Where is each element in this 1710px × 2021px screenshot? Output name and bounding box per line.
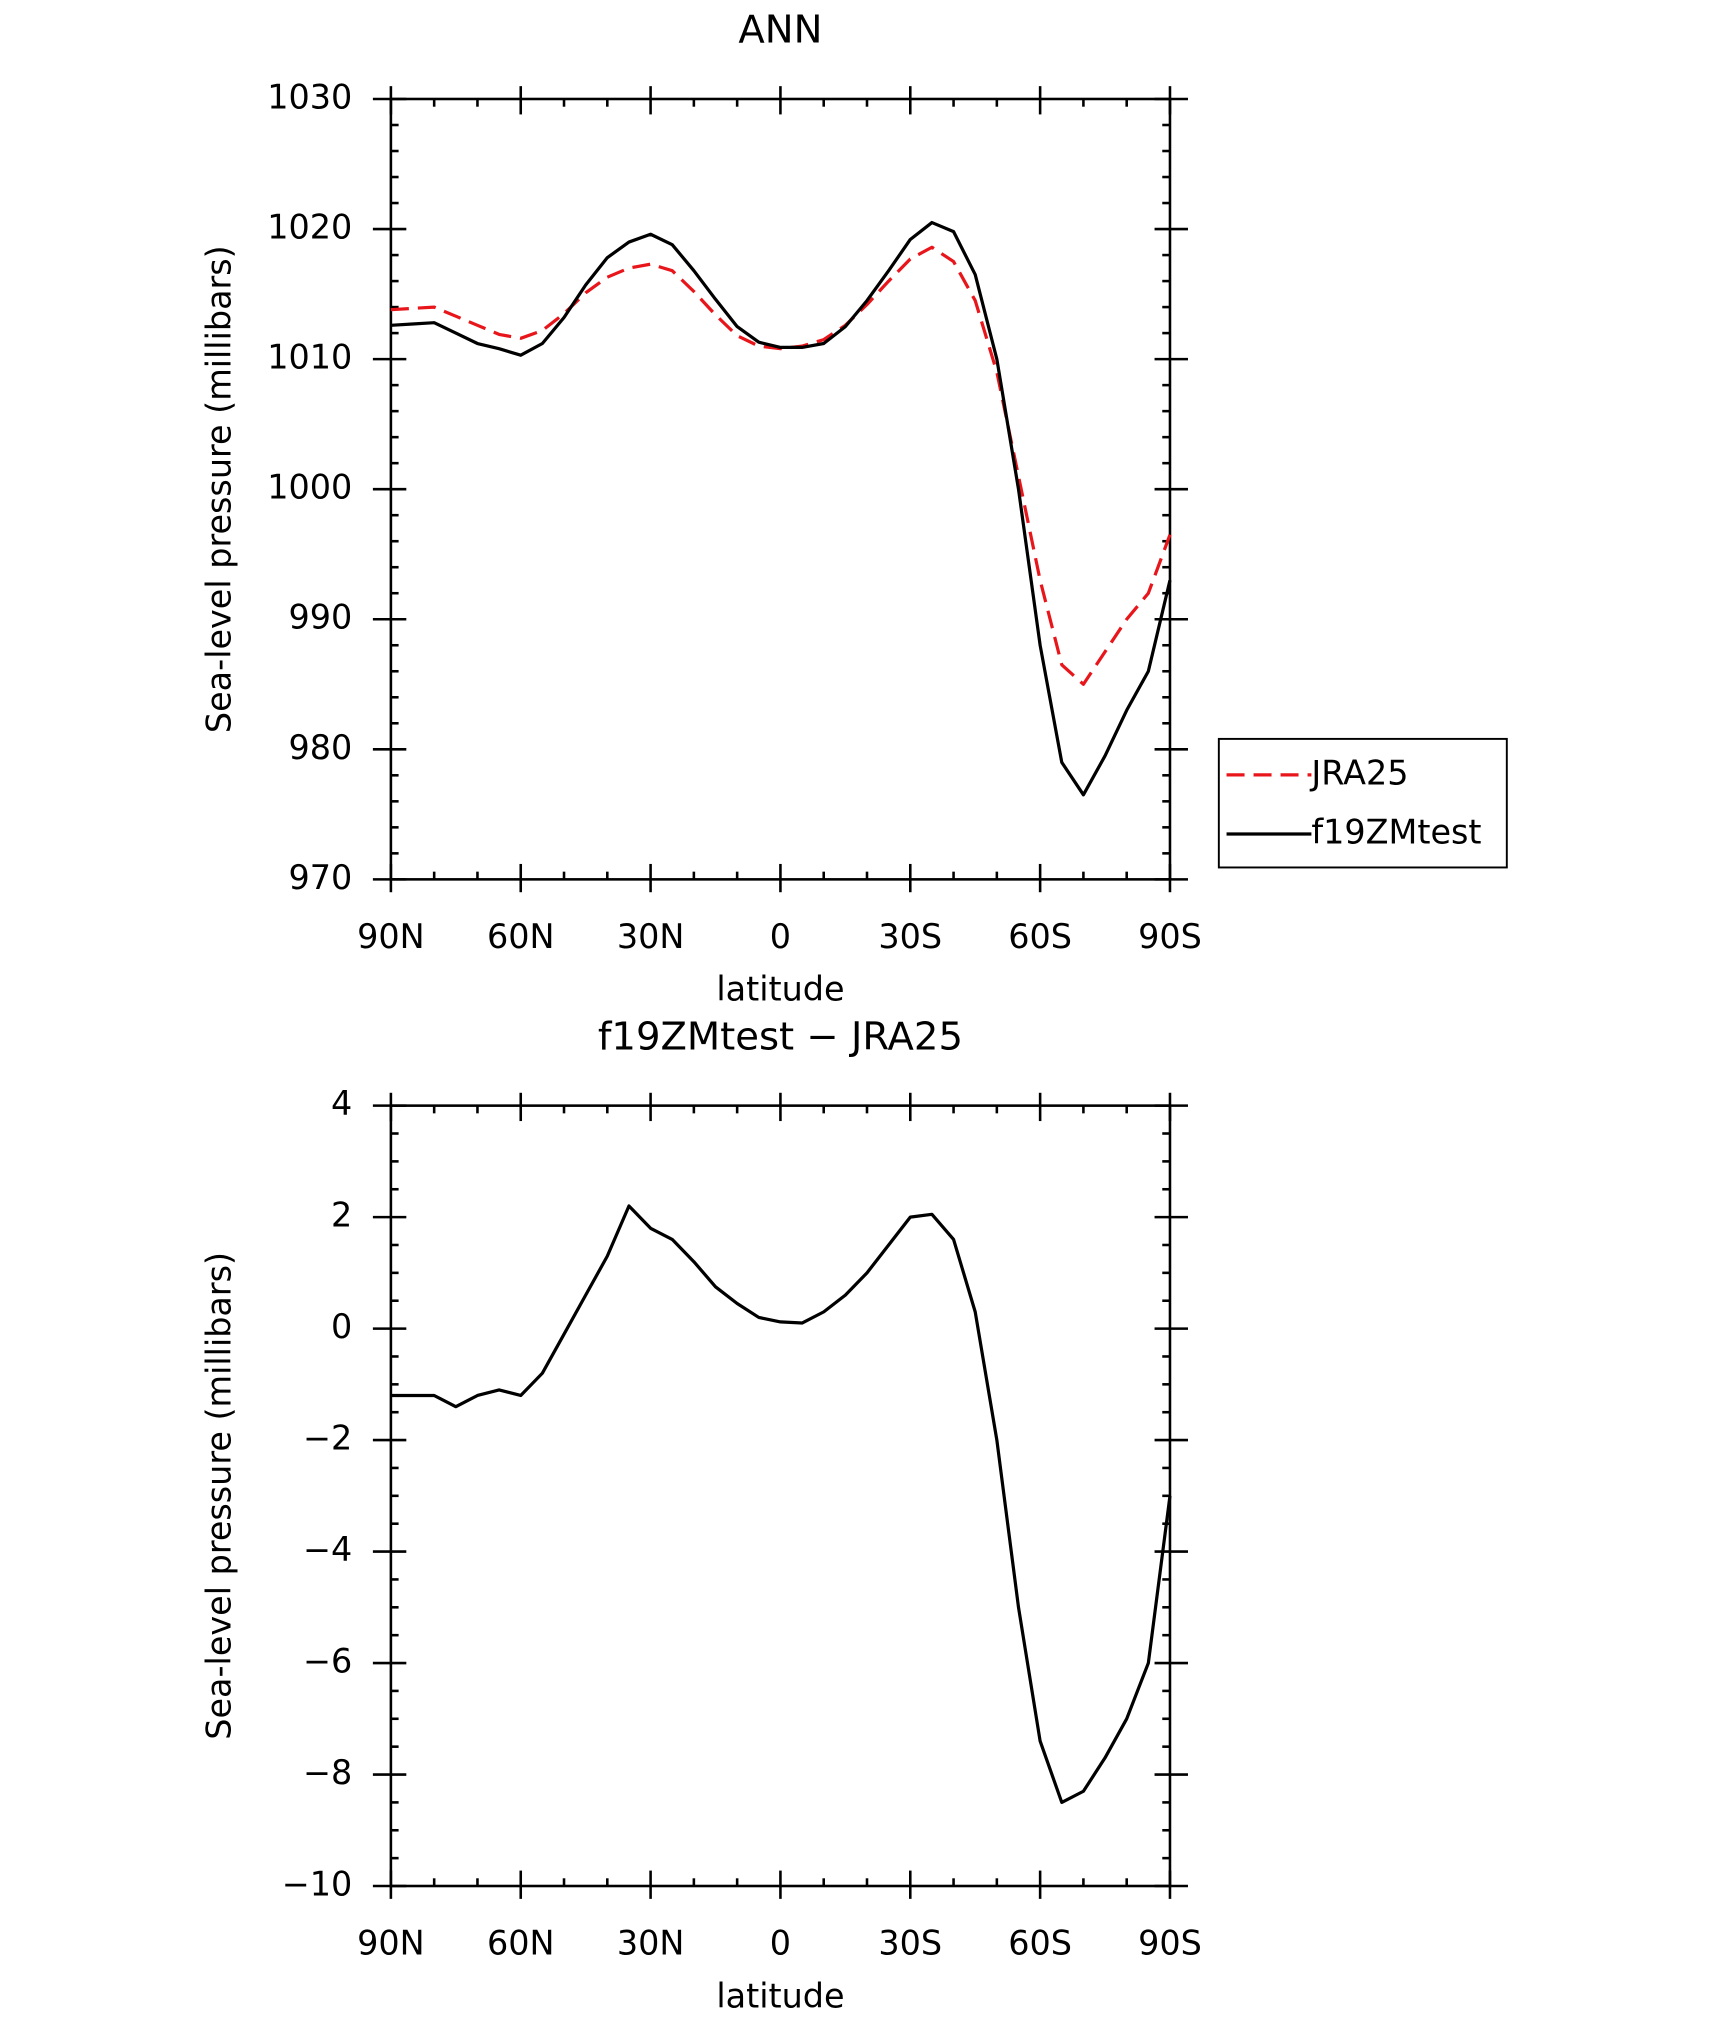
y-tick-label: −10 — [282, 1865, 353, 1904]
title: ANN — [738, 8, 822, 53]
x-axis-label: latitude — [716, 1976, 844, 2015]
y-tick-label: 0 — [331, 1307, 352, 1346]
y-tick-label: 1020 — [267, 208, 352, 247]
y-tick-label: 980 — [289, 728, 353, 767]
y-tick-label: 1000 — [267, 468, 352, 507]
plot-frame — [389, 97, 1172, 881]
y-axis-label: Sea-level pressure (millibars) — [200, 1252, 239, 1740]
x-tick-label: 90S — [1138, 917, 1202, 956]
x-tick-label: 0 — [770, 1924, 791, 1963]
x-tick-label: 60N — [487, 917, 555, 956]
y-tick-label: 1010 — [267, 338, 352, 377]
y-tick-label: −4 — [303, 1530, 352, 1569]
legend-box — [1217, 737, 1508, 869]
plot-frame — [389, 1104, 1172, 1888]
x-tick-label: 60S — [1008, 917, 1072, 956]
series-line — [390, 220, 1172, 797]
x-tick-label: 90N — [357, 1924, 425, 1963]
series-line — [390, 1204, 1172, 1804]
y-axis-label: Sea-level pressure (millibars) — [200, 245, 239, 733]
legend-label: f19ZMtest — [1311, 813, 1481, 852]
x-tick-label: 30S — [878, 1924, 942, 1963]
x-tick-label: 90N — [357, 917, 425, 956]
y-tick-label: 1030 — [267, 77, 352, 116]
x-tick-label: 0 — [770, 917, 791, 956]
y-tick-label: −6 — [303, 1642, 352, 1681]
legend-label: JRA25 — [1309, 753, 1408, 792]
y-tick-label: −8 — [303, 1753, 352, 1792]
y-tick-label: 990 — [289, 598, 353, 637]
y-tick-label: 2 — [331, 1196, 352, 1235]
title: f19ZMtest − JRA25 — [598, 1014, 963, 1059]
y-tick-label: −2 — [303, 1419, 352, 1458]
x-tick-label: 90S — [1138, 1924, 1202, 1963]
series-line — [390, 245, 1172, 686]
x-axis-label: latitude — [716, 970, 844, 1009]
y-tick-label: 970 — [289, 858, 353, 897]
x-tick-label: 30N — [617, 1924, 685, 1963]
x-tick-label: 30N — [617, 917, 685, 956]
y-tick-label: 4 — [331, 1084, 352, 1123]
x-tick-label: 60N — [487, 1924, 555, 1963]
x-tick-label: 30S — [878, 917, 942, 956]
x-tick-label: 60S — [1008, 1924, 1072, 1963]
